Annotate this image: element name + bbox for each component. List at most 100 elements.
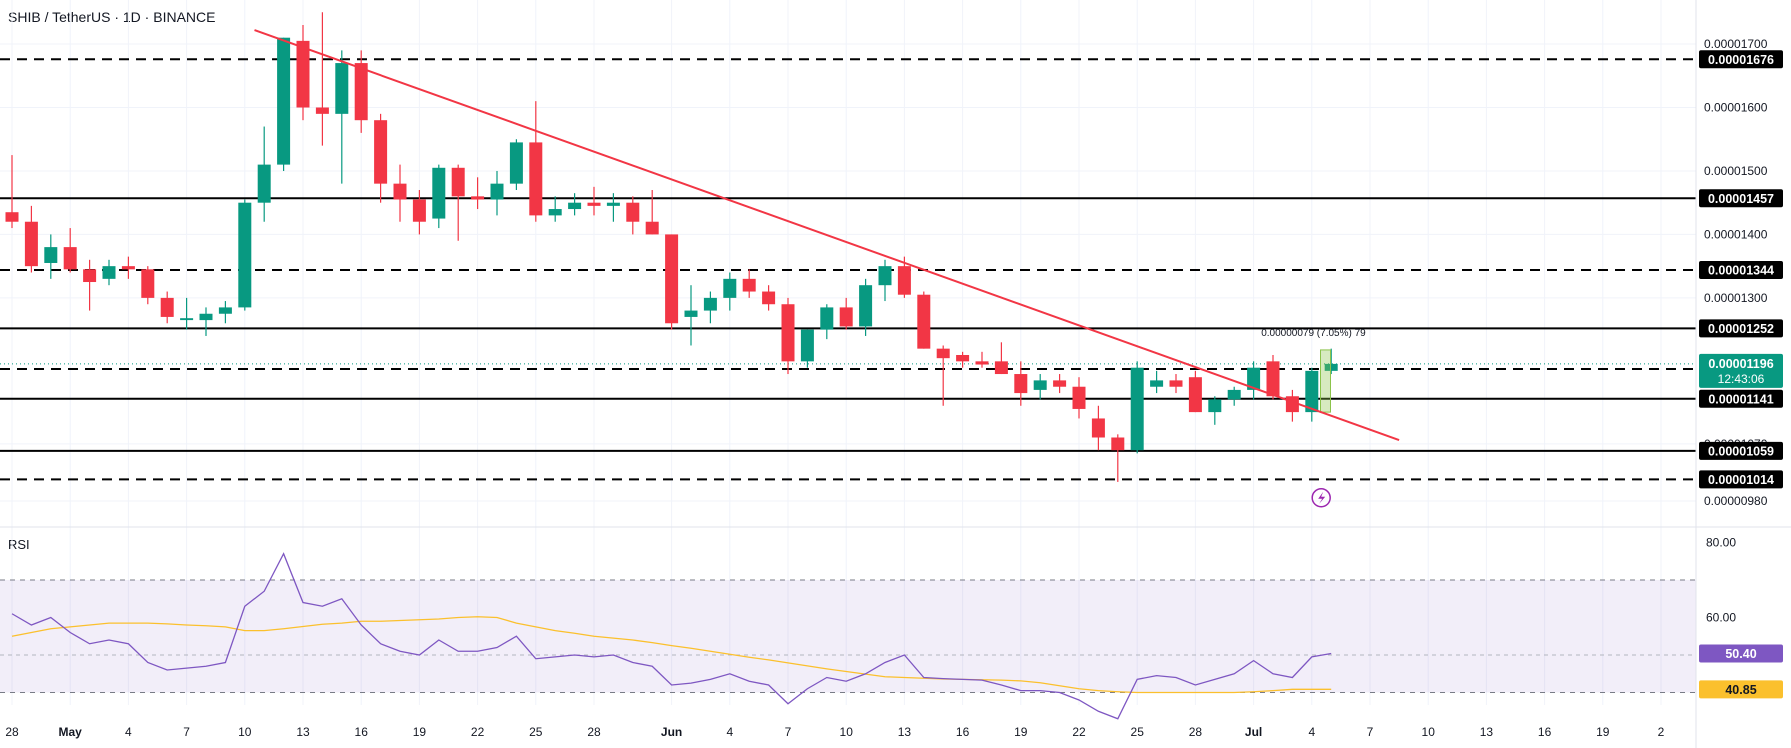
- candle-body: [529, 142, 543, 216]
- date-tick-label: 28: [587, 725, 601, 739]
- candle-body: [606, 202, 620, 206]
- candle-body: [218, 307, 232, 314]
- candle-body: [994, 361, 1008, 375]
- date-tick-label: 22: [1072, 725, 1086, 739]
- candle-body: [1053, 380, 1067, 387]
- candle-body: [490, 183, 504, 200]
- level-price-label-bg: [1699, 319, 1783, 338]
- rsi-tick-label: 60.00: [1706, 611, 1736, 625]
- candle-body: [24, 221, 38, 267]
- candle-body: [451, 167, 465, 197]
- trendline[interactable]: 0.00000079 (7.05%) 79: [254, 29, 1400, 508]
- candle-body: [1188, 377, 1202, 413]
- date-tick-label: 19: [1014, 725, 1028, 739]
- date-tick-label: 16: [355, 725, 369, 739]
- rsi-value-label: 50.40: [1699, 644, 1783, 663]
- date-tick-label: 16: [956, 725, 970, 739]
- candle-body: [723, 278, 737, 298]
- level-price-label: 0.00001676: [1699, 50, 1783, 69]
- support-resistance-levels: [0, 58, 1696, 481]
- date-tick-label: May: [59, 725, 83, 739]
- rsi-ma-value-label-bg: [1699, 680, 1783, 699]
- level-price-label-bg: [1699, 470, 1783, 489]
- level-price-label-text: 0.00001014: [1708, 473, 1774, 487]
- rsi-line: [11, 552, 1332, 720]
- date-tick-label: 4: [726, 725, 733, 739]
- level-price-label-text: 0.00001141: [1708, 392, 1773, 406]
- candle-body: [509, 142, 523, 184]
- rsi-band: [0, 580, 1696, 693]
- lightning-icon-bolt: [1318, 491, 1326, 504]
- date-tick-label: 28: [5, 725, 19, 739]
- rsi-ma-value-label-text: 40.85: [1725, 683, 1756, 697]
- price-tick-label: 0.00000980: [1704, 494, 1768, 508]
- candle-body: [1014, 374, 1028, 394]
- rsi-tick-label: 80.00: [1706, 536, 1736, 550]
- candle-body: [1247, 367, 1261, 390]
- candle-body: [1227, 389, 1241, 400]
- level-price-label: 0.00001059: [1699, 441, 1783, 460]
- candle-body: [238, 202, 252, 308]
- date-tick-label: 10: [840, 725, 854, 739]
- candle-body: [917, 294, 931, 349]
- candle-body: [665, 234, 679, 324]
- date-tick-label: 25: [1131, 725, 1145, 739]
- date-tick-label: 4: [1308, 725, 1315, 739]
- candle-body: [257, 164, 271, 203]
- candle-body: [1305, 370, 1319, 413]
- candle-body: [548, 209, 562, 216]
- candle-body: [975, 361, 989, 365]
- candle-body: [121, 266, 135, 270]
- candle-body: [1130, 367, 1144, 451]
- date-tick-label: 22: [471, 725, 485, 739]
- rsi-ma-value-label: 40.85: [1699, 680, 1783, 699]
- candle-body: [878, 266, 892, 286]
- rsi-lines: [11, 552, 1332, 720]
- date-tick-label: Jul: [1245, 725, 1262, 739]
- rsi-panel: [0, 579, 1696, 693]
- candle-body: [199, 313, 213, 321]
- candle-body: [897, 266, 911, 295]
- date-tick-label: 7: [183, 725, 190, 739]
- candle-body: [160, 297, 174, 317]
- level-price-label: 0.00001457: [1699, 189, 1783, 208]
- candle-body: [471, 196, 485, 200]
- candle-body: [742, 278, 756, 292]
- price-labels: 0.00001676 0.00001457 0.00001344 0.00001252…: [1699, 50, 1783, 699]
- level-price-label: 0.00001344: [1699, 260, 1783, 279]
- rsi-value-label-bg: [1699, 644, 1783, 663]
- level-price-label: 0.00001014: [1699, 470, 1783, 489]
- candle-body: [1091, 418, 1105, 438]
- candle-body: [781, 304, 795, 362]
- measure-annotation: 0.00000079 (7.05%) 79: [1261, 328, 1366, 339]
- candle-body: [1266, 361, 1280, 397]
- price-tick-label: 0.00001700: [1704, 37, 1768, 51]
- date-tick-label: 16: [1538, 725, 1552, 739]
- candle-body: [277, 37, 291, 165]
- candle-body: [587, 202, 601, 206]
- lightning-icon-circle: [1311, 488, 1331, 508]
- candle-body: [703, 297, 717, 311]
- candle-body: [432, 167, 446, 219]
- price-tick-label: 0.00001400: [1704, 227, 1768, 241]
- level-price-label-text: 0.00001457: [1708, 192, 1774, 206]
- level-price-label-bg: [1699, 389, 1783, 408]
- candle-body: [1208, 399, 1222, 413]
- candle-body: [936, 348, 950, 359]
- last-price-countdown: 12:43:06: [1718, 372, 1765, 386]
- measure-box: [1320, 349, 1331, 413]
- last-price-value: 0.00001196: [1708, 357, 1773, 371]
- candle-body: [839, 307, 853, 327]
- price-tick-label: 0.00001500: [1704, 164, 1768, 178]
- candle-body: [1033, 380, 1047, 390]
- last-price-bg: [1699, 353, 1783, 388]
- candle-body: [1150, 380, 1164, 387]
- candle-body: [102, 266, 116, 279]
- candle-body: [180, 318, 194, 321]
- date-tick-label: 10: [1422, 725, 1436, 739]
- axes: 0.00001700 0.00001600 0.00001500 0.00001400…: [5, 0, 1768, 748]
- date-tick-label: 10: [238, 725, 252, 739]
- candle-body: [645, 221, 659, 235]
